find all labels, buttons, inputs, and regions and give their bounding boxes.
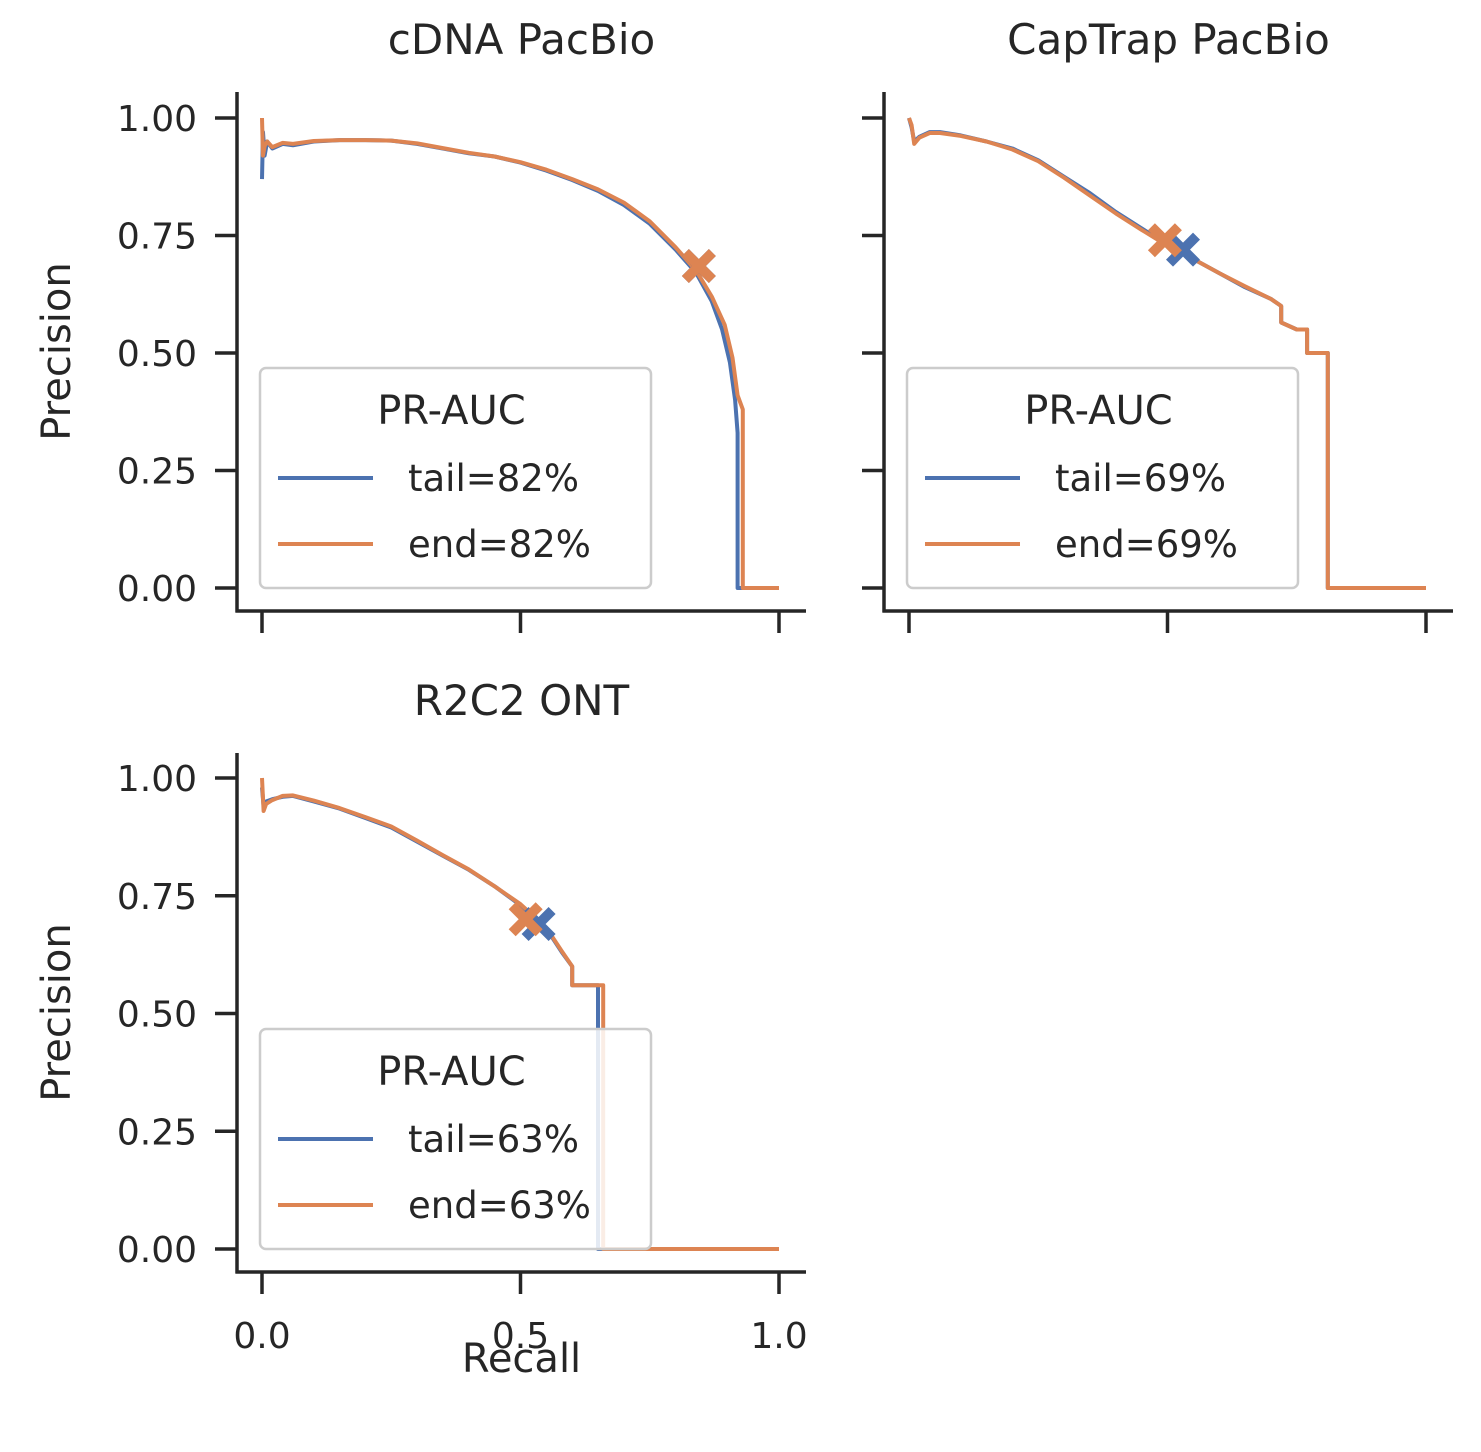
y-tick-label: 0.50 (117, 334, 197, 375)
series-line-end (260, 777, 779, 1251)
y-tick-label: 0.50 (117, 995, 197, 1036)
legend: PR-AUC tail=63% end=63% (258, 1027, 653, 1251)
y-tick-label: 0.75 (117, 877, 197, 918)
subplot-3: 0.00 0.25 0.50 0.75 1.00 0.0 0.5 1.0 R2C2 ONT Pre… (34, 676, 808, 1382)
x-tick-label: 0.5 (492, 1316, 549, 1357)
y-tick-label: 0.00 (117, 569, 197, 610)
legend-box (905, 366, 1300, 590)
y-tick-label: 0.00 (117, 1230, 197, 1271)
y-axis-label: Precision (34, 262, 80, 440)
y-tick-label: 0.25 (117, 452, 197, 493)
legend-title: PR-AUC (377, 388, 525, 434)
series-line-end (907, 117, 1426, 590)
subplot-title: cDNA PacBio (388, 15, 655, 64)
legend: PR-AUC tail=69% end=69% (905, 366, 1300, 590)
subplot-title: R2C2 ONT (414, 676, 630, 725)
x-tick-label: 1.0 (750, 1316, 807, 1357)
subplot-2: CapTrap PacBio PR-AUC tail=69% end=69% (862, 15, 1453, 633)
y-tick-label: 1.00 (117, 759, 197, 800)
legend-box (258, 1027, 653, 1251)
legend-title: PR-AUC (377, 1049, 525, 1095)
legend-label-end: end=63% (408, 1184, 591, 1227)
legend-label-tail: tail=63% (408, 1118, 579, 1161)
y-tick-label: 0.75 (117, 217, 197, 258)
legend-label-end: end=82% (408, 523, 591, 566)
y-axis-label: Precision (34, 923, 80, 1101)
subplot-1: 0.00 0.25 0.50 0.75 1.00 cDNA PacBio Precision… (34, 15, 806, 633)
subplot-title: CapTrap PacBio (1007, 15, 1330, 64)
legend-label-end: end=69% (1055, 523, 1238, 566)
legend-label-tail: tail=82% (408, 457, 579, 500)
legend-title: PR-AUC (1024, 388, 1172, 434)
legend-box (258, 366, 653, 590)
x-tick-label: 0.0 (233, 1316, 290, 1357)
legend: PR-AUC tail=82% end=82% (258, 366, 653, 590)
x-axis-label: Recall (462, 1336, 581, 1382)
threshold-marker-end (1147, 223, 1182, 258)
threshold-marker-tail (1166, 232, 1201, 267)
legend-label-tail: tail=69% (1055, 457, 1226, 500)
y-tick-label: 0.25 (117, 1112, 197, 1153)
threshold-marker-end (681, 249, 716, 284)
series-line-end (260, 117, 779, 590)
threshold-marker-end (508, 902, 543, 937)
y-tick-label: 1.00 (117, 99, 197, 140)
